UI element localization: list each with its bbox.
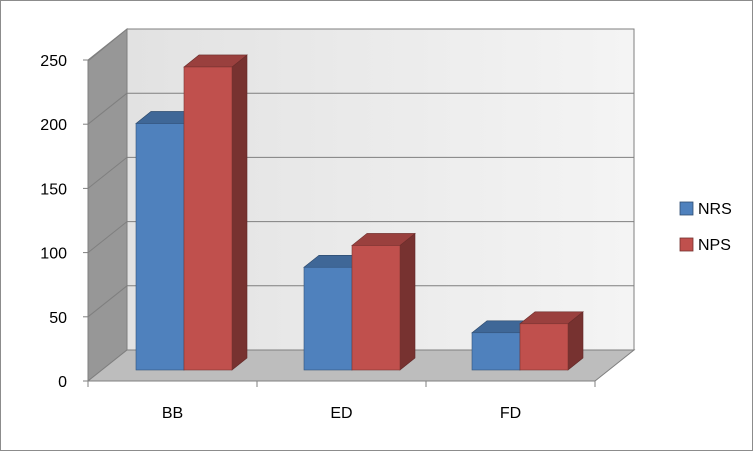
legend-label: NRS — [698, 201, 732, 218]
side-gridline — [87, 92, 128, 125]
x-tick-label: FD — [500, 405, 521, 422]
legend-item-nrs: NRS — [679, 201, 732, 218]
bar-front — [135, 123, 185, 371]
y-tick-label: 0 — [58, 374, 67, 391]
y-tick-label: 50 — [49, 310, 67, 327]
bar-front — [183, 66, 233, 371]
bar-side — [399, 232, 416, 371]
y-tick-label: 150 — [40, 181, 67, 198]
legend: NRS NPS — [679, 201, 732, 254]
bar-nps-bb — [183, 54, 248, 371]
legend-label: NPS — [698, 237, 731, 254]
bars — [135, 54, 584, 371]
bar-front — [303, 266, 353, 371]
bar-nps-fd — [519, 311, 584, 371]
side-gridline — [87, 28, 128, 61]
bar-side — [231, 54, 248, 371]
x-tick-label: BB — [162, 405, 183, 422]
y-axis: 0 50 100 150 200 250 — [40, 53, 89, 391]
bar-nps-ed — [351, 232, 416, 371]
legend-swatch — [679, 201, 694, 216]
bar-front — [351, 245, 401, 371]
side-gridline — [87, 157, 128, 189]
x-axis: BB ED FD — [87, 380, 596, 422]
y-tick-label: 250 — [40, 53, 67, 70]
side-wall — [87, 27, 128, 383]
x-tick-label: ED — [330, 405, 352, 422]
bar-front — [471, 332, 521, 371]
legend-swatch — [679, 237, 694, 252]
side-gridline — [87, 221, 128, 253]
bar-front — [519, 323, 569, 371]
y-tick-label: 200 — [40, 117, 67, 134]
legend-item-nps: NPS — [679, 237, 731, 254]
y-tick-label: 100 — [40, 246, 67, 263]
side-gridline — [87, 285, 128, 318]
